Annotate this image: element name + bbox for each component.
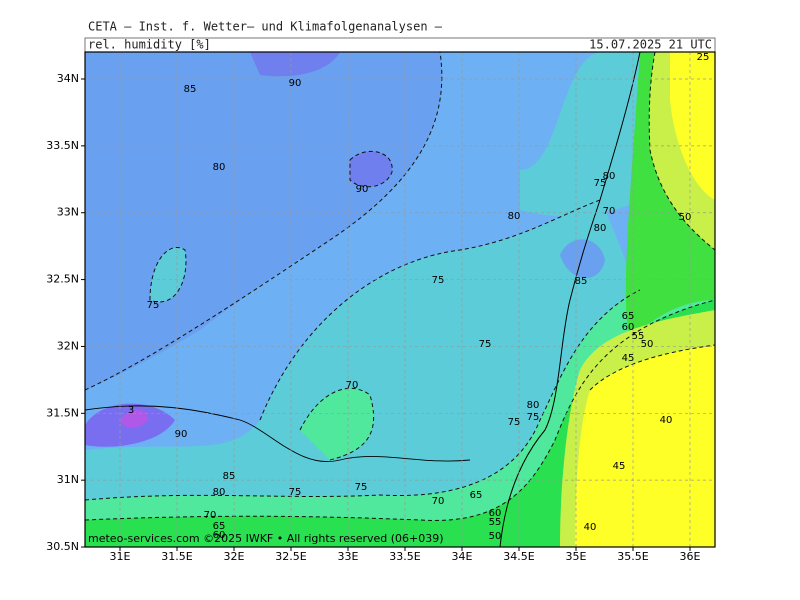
lat-label: 34N xyxy=(57,72,79,85)
lon-label: 36E xyxy=(680,550,701,563)
contour-label: 40 xyxy=(584,522,597,533)
contour-label: 90 xyxy=(356,184,369,195)
lat-label: 30.5N xyxy=(46,540,79,553)
lat-label: 32.5N xyxy=(46,273,79,286)
contour-label: 50 xyxy=(641,339,654,350)
lat-label: 33N xyxy=(57,206,79,219)
contour-label: 75 xyxy=(432,275,445,286)
contour-label: 55 xyxy=(489,517,502,528)
lat-label: 33.5N xyxy=(46,139,79,152)
lon-label: 31.5E xyxy=(161,550,192,563)
contour-label: 80 xyxy=(213,487,226,498)
contour-label: 80 xyxy=(213,162,226,173)
map-frame xyxy=(84,51,716,548)
contour-label: 80 xyxy=(603,171,616,182)
lat-label: 31N xyxy=(57,473,79,486)
contour-label: 75 xyxy=(594,178,607,189)
parameter: rel. humidity [%] xyxy=(88,38,211,52)
contour-label: 90 xyxy=(289,78,302,89)
contour-label: 50 xyxy=(489,531,502,542)
contour-label: 85 xyxy=(223,471,236,482)
contour-label: 75 xyxy=(508,417,521,428)
lon-label: 32E xyxy=(224,550,245,563)
lat-label: 32N xyxy=(57,339,79,352)
lon-label: 35E xyxy=(566,550,587,563)
contour-label: 90 xyxy=(175,429,188,440)
contour-label: 70 xyxy=(432,496,445,507)
footer: meteo-services.com ©2025 IWKF • All righ… xyxy=(88,532,444,545)
contour-label: 80 xyxy=(527,400,540,411)
contour-label: 40 xyxy=(660,415,673,426)
contour-label: 75 xyxy=(355,482,368,493)
contour-label: 75 xyxy=(527,412,540,423)
contour-label: 60 xyxy=(489,508,502,519)
contour-label: 3 xyxy=(128,405,134,416)
valid-time: 15.07.2025 21 UTC xyxy=(589,38,712,52)
contour-label: 80 xyxy=(594,223,607,234)
contour-label: 65 xyxy=(470,490,483,501)
contour-label: 65 xyxy=(213,521,226,532)
contour-label: 70 xyxy=(603,206,616,217)
contour-label: 65 xyxy=(622,311,635,322)
lon-label: 33.5E xyxy=(389,550,420,563)
lon-label: 33E xyxy=(338,550,359,563)
lon-label: 34.5E xyxy=(503,550,534,563)
contour-label: 75 xyxy=(289,487,302,498)
contour-label: 70 xyxy=(204,510,217,521)
contour-label: 70 xyxy=(346,380,359,391)
contour-label: 75 xyxy=(147,300,160,311)
title: CETA – Inst. f. Wetter– und Klimafolgena… xyxy=(88,20,443,34)
field xyxy=(85,52,715,547)
contour-label: 55 xyxy=(632,331,645,342)
lon-label: 34E xyxy=(452,550,473,563)
contour-label: 75 xyxy=(479,339,492,350)
lon-label: 35.5E xyxy=(617,550,648,563)
contour-label: 45 xyxy=(613,461,626,472)
contour-label: 50 xyxy=(679,212,692,223)
contour-label: 85 xyxy=(575,276,588,287)
lon-label: 31E xyxy=(110,550,131,563)
contour-label: 80 xyxy=(508,211,521,222)
contour-label: 85 xyxy=(184,84,197,95)
contour-label: 60 xyxy=(213,530,226,541)
contour-label: 60 xyxy=(622,322,635,333)
lon-label: 32.5E xyxy=(275,550,306,563)
lat-label: 31.5N xyxy=(46,406,79,419)
contour-label: 45 xyxy=(622,353,635,364)
contour-label: 25 xyxy=(697,52,710,63)
